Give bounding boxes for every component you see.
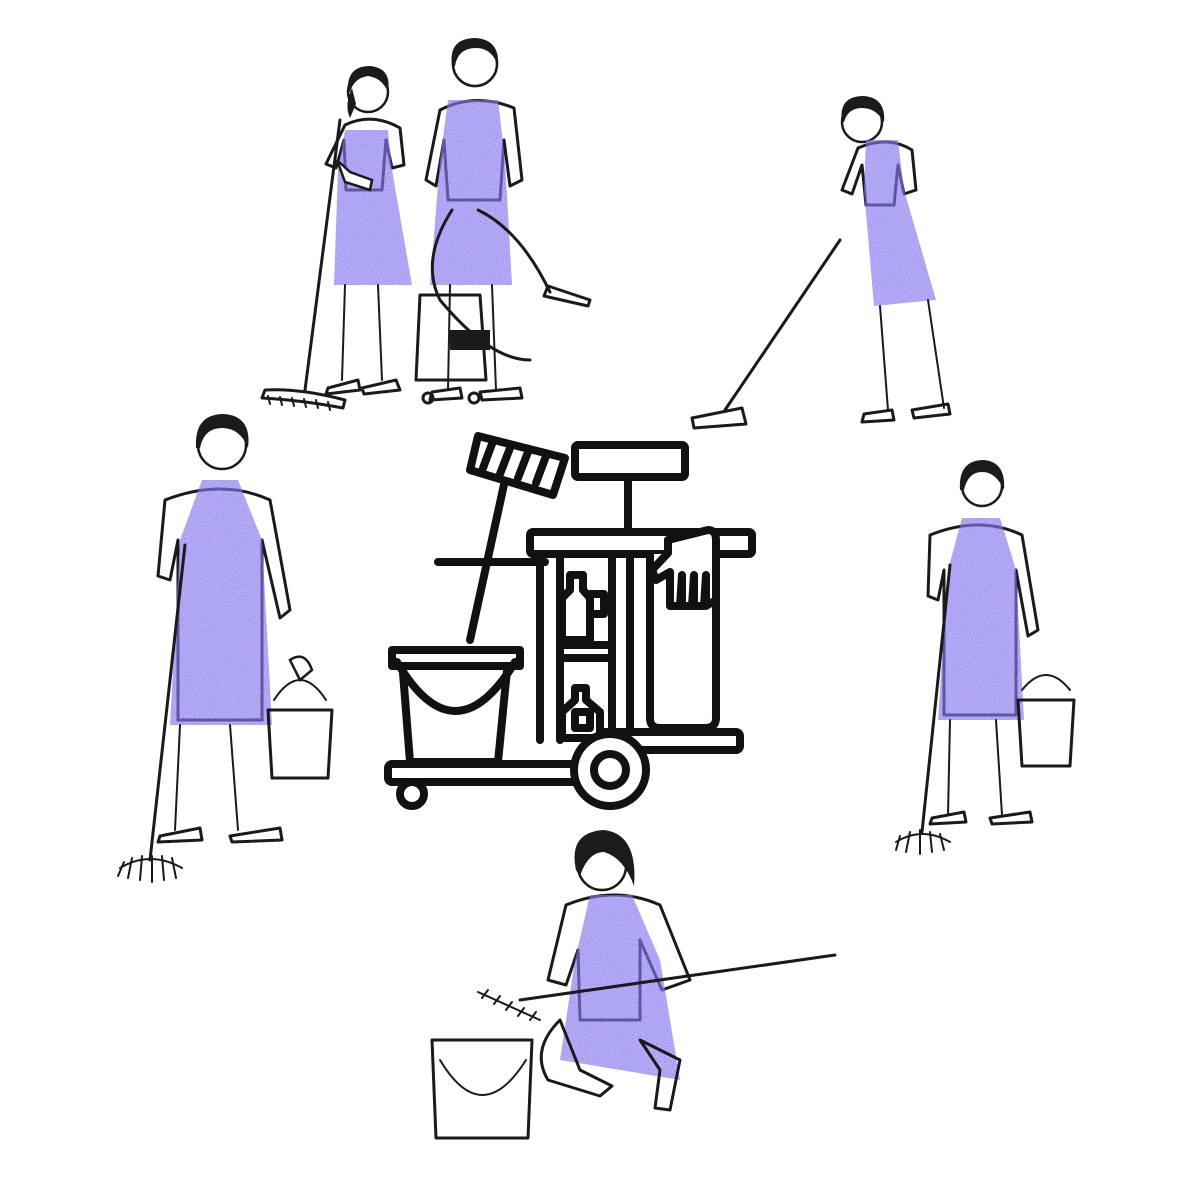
- small-wheel: [396, 778, 428, 810]
- mop-handle: [920, 563, 952, 834]
- apron: [170, 480, 272, 725]
- bottle-top: [558, 571, 594, 644]
- vacuum-tank: [414, 293, 488, 382]
- mop-handle: [303, 118, 342, 392]
- woman-with-flat-mop: [260, 66, 412, 411]
- apron: [864, 140, 936, 306]
- big-wheel: [570, 730, 650, 810]
- apron: [560, 895, 680, 1080]
- apron: [334, 130, 412, 285]
- apron: [938, 518, 1024, 720]
- bucket: [1016, 698, 1076, 768]
- glove: [648, 526, 720, 610]
- apron: [430, 100, 512, 285]
- janitor-cart-icon: [384, 432, 756, 810]
- man-with-vacuum: [414, 38, 592, 405]
- woman-with-mop-and-bucket-right: [895, 460, 1076, 855]
- squeegee-head: [571, 441, 689, 481]
- woman-kneeling-scrubbing: [430, 830, 837, 1140]
- brush-handle: [518, 953, 837, 1002]
- bucket: [266, 708, 334, 780]
- mop-handle: [148, 543, 187, 862]
- vacuum-wand: [476, 208, 592, 308]
- mop-handle: [723, 238, 842, 412]
- man-mopping-floor: [690, 96, 952, 430]
- woman-with-mop-and-bucket-left: [117, 414, 334, 883]
- bucket: [430, 1038, 534, 1140]
- squeegee-handle: [609, 473, 644, 539]
- vacuum-hose: [430, 208, 532, 362]
